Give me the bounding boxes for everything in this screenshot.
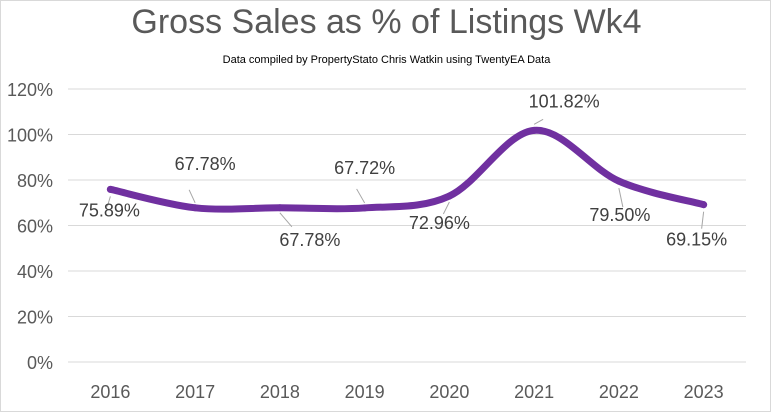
data-point	[530, 126, 538, 134]
data-label-leader	[533, 118, 544, 125]
y-tick-label: 20%	[17, 308, 53, 328]
data-label-leader	[279, 212, 293, 228]
data-label-leader	[618, 188, 624, 208]
chart-title: Gross Sales as % of Listings Wk4	[131, 3, 642, 41]
data-label-leader	[188, 189, 196, 204]
data-label: 67.72%	[334, 158, 395, 178]
data-point	[700, 201, 708, 209]
data-label-leader	[442, 201, 450, 215]
data-label-leader	[701, 211, 705, 229]
data-label: 75.89%	[79, 200, 140, 220]
data-point	[276, 204, 284, 212]
y-tick-label: 80%	[17, 171, 53, 191]
data-label: 67.78%	[175, 154, 236, 174]
series-line	[106, 126, 708, 213]
x-tick-label: 2017	[175, 382, 215, 402]
x-tick-label: 2023	[684, 382, 724, 402]
y-tick-label: 0%	[27, 353, 53, 373]
y-tick-label: 60%	[17, 217, 53, 237]
y-tick-label: 100%	[7, 126, 53, 146]
x-tick-label: 2022	[599, 382, 639, 402]
chart-subtitle: Data compiled by PropertyStato Chris Wat…	[222, 54, 551, 66]
data-point	[445, 192, 453, 200]
x-tick-label: 2020	[429, 382, 469, 402]
data-label: 101.82%	[529, 91, 600, 111]
y-tick-label: 40%	[17, 262, 53, 282]
data-point	[361, 204, 369, 212]
data-label: 67.78%	[279, 230, 340, 250]
data-label-leader	[356, 188, 366, 204]
x-tick-label: 2021	[514, 382, 554, 402]
data-label-leader	[106, 196, 111, 207]
data-point	[191, 204, 199, 212]
data-point	[615, 177, 623, 185]
x-tick-label: 2018	[260, 382, 300, 402]
data-label: 72.96%	[409, 213, 470, 233]
y-tick-label: 120%	[7, 80, 53, 100]
x-tick-label: 2019	[345, 382, 385, 402]
data-point	[106, 185, 114, 193]
data-label: 79.50%	[589, 205, 650, 225]
data-label: 69.15%	[666, 230, 727, 250]
x-tick-label: 2016	[90, 382, 130, 402]
